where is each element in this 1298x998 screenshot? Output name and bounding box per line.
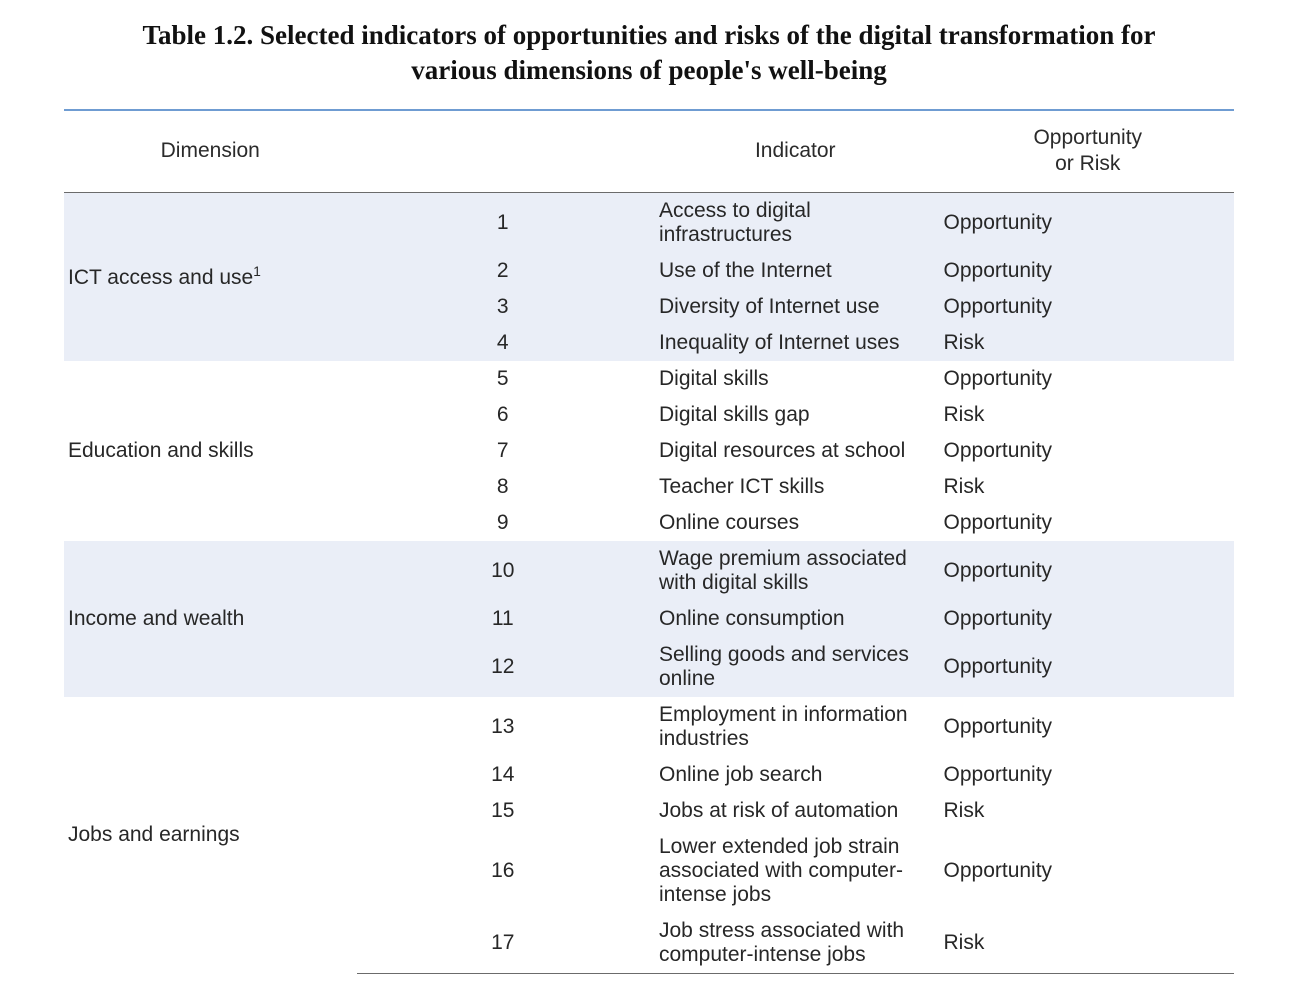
indicator-cell: Lower extended job strain associated wit…	[649, 829, 942, 913]
indicator-cell: Selling goods and services online	[649, 637, 942, 697]
indicators-table: Dimension Indicator Opportunity or Risk …	[64, 109, 1234, 974]
row-number: 2	[357, 253, 650, 289]
indicator-cell: Digital skills	[649, 361, 942, 397]
indicator-cell: Digital skills gap	[649, 397, 942, 433]
indicator-cell: Employment in information industries	[649, 697, 942, 757]
row-number: 9	[357, 505, 650, 541]
indicator-cell: Wage premium associated with digital ski…	[649, 541, 942, 601]
footnote-marker: 1	[253, 264, 261, 279]
title-line-1: Table 1.2. Selected indicators of opport…	[142, 20, 1155, 50]
indicator-cell: Access to digital infrastructures	[649, 192, 942, 253]
opportunity-or-risk-cell: Opportunity	[942, 601, 1235, 637]
opportunity-or-risk-cell: Opportunity	[942, 757, 1235, 793]
col-header-opportunity-or-risk: Opportunity or Risk	[942, 111, 1235, 192]
indicator-cell: Diversity of Internet use	[649, 289, 942, 325]
table-header-row: Dimension Indicator Opportunity or Risk	[64, 111, 1234, 192]
row-number: 16	[357, 829, 650, 913]
opportunity-or-risk-cell: Opportunity	[942, 192, 1235, 253]
opportunity-or-risk-cell: Opportunity	[942, 289, 1235, 325]
row-number: 3	[357, 289, 650, 325]
opportunity-or-risk-cell: Opportunity	[942, 637, 1235, 697]
row-number: 6	[357, 397, 650, 433]
opportunity-or-risk-cell: Risk	[942, 325, 1235, 361]
indicator-cell: Jobs at risk of automation	[649, 793, 942, 829]
indicator-cell: Online consumption	[649, 601, 942, 637]
opportunity-or-risk-cell: Opportunity	[942, 433, 1235, 469]
indicator-cell: Digital resources at school	[649, 433, 942, 469]
table-title: Table 1.2. Selected indicators of opport…	[89, 18, 1209, 87]
row-number: 7	[357, 433, 650, 469]
indicator-cell: Inequality of Internet uses	[649, 325, 942, 361]
opportunity-or-risk-cell: Opportunity	[942, 253, 1235, 289]
opportunity-or-risk-cell: Opportunity	[942, 697, 1235, 757]
dimension-cell: Jobs and earnings	[64, 697, 357, 974]
row-number: 15	[357, 793, 650, 829]
opportunity-or-risk-cell: Risk	[942, 469, 1235, 505]
table-row: Education and skills5Digital skillsOppor…	[64, 361, 1234, 397]
dimension-cell: Education and skills	[64, 361, 357, 541]
col-header-number	[357, 111, 650, 192]
indicator-cell: Online courses	[649, 505, 942, 541]
table-row: Income and wealth10Wage premium associat…	[64, 541, 1234, 601]
row-number: 14	[357, 757, 650, 793]
table-row: ICT access and use11Access to digital in…	[64, 192, 1234, 253]
row-number: 13	[357, 697, 650, 757]
col-header-indicator: Indicator	[649, 111, 942, 192]
opportunity-or-risk-cell: Opportunity	[942, 541, 1235, 601]
row-number: 5	[357, 361, 650, 397]
row-number: 12	[357, 637, 650, 697]
table-body: ICT access and use11Access to digital in…	[64, 192, 1234, 973]
opportunity-or-risk-cell: Opportunity	[942, 361, 1235, 397]
indicator-cell: Use of the Internet	[649, 253, 942, 289]
row-number: 17	[357, 913, 650, 974]
row-number: 1	[357, 192, 650, 253]
opportunity-or-risk-cell: Opportunity	[942, 829, 1235, 913]
row-number: 4	[357, 325, 650, 361]
col-header-dimension: Dimension	[64, 111, 357, 192]
indicator-cell: Job stress associated with computer-inte…	[649, 913, 942, 974]
dimension-cell: ICT access and use1	[64, 192, 357, 361]
indicator-cell: Teacher ICT skills	[649, 469, 942, 505]
page: Table 1.2. Selected indicators of opport…	[0, 0, 1298, 998]
indicator-cell: Online job search	[649, 757, 942, 793]
row-number: 10	[357, 541, 650, 601]
row-number: 8	[357, 469, 650, 505]
table-row: Jobs and earnings13Employment in informa…	[64, 697, 1234, 757]
dimension-cell: Income and wealth	[64, 541, 357, 697]
opportunity-or-risk-cell: Risk	[942, 793, 1235, 829]
opportunity-or-risk-cell: Risk	[942, 397, 1235, 433]
opportunity-or-risk-cell: Opportunity	[942, 505, 1235, 541]
title-line-2: various dimensions of people's well-bein…	[411, 55, 887, 85]
opportunity-or-risk-cell: Risk	[942, 913, 1235, 974]
row-number: 11	[357, 601, 650, 637]
